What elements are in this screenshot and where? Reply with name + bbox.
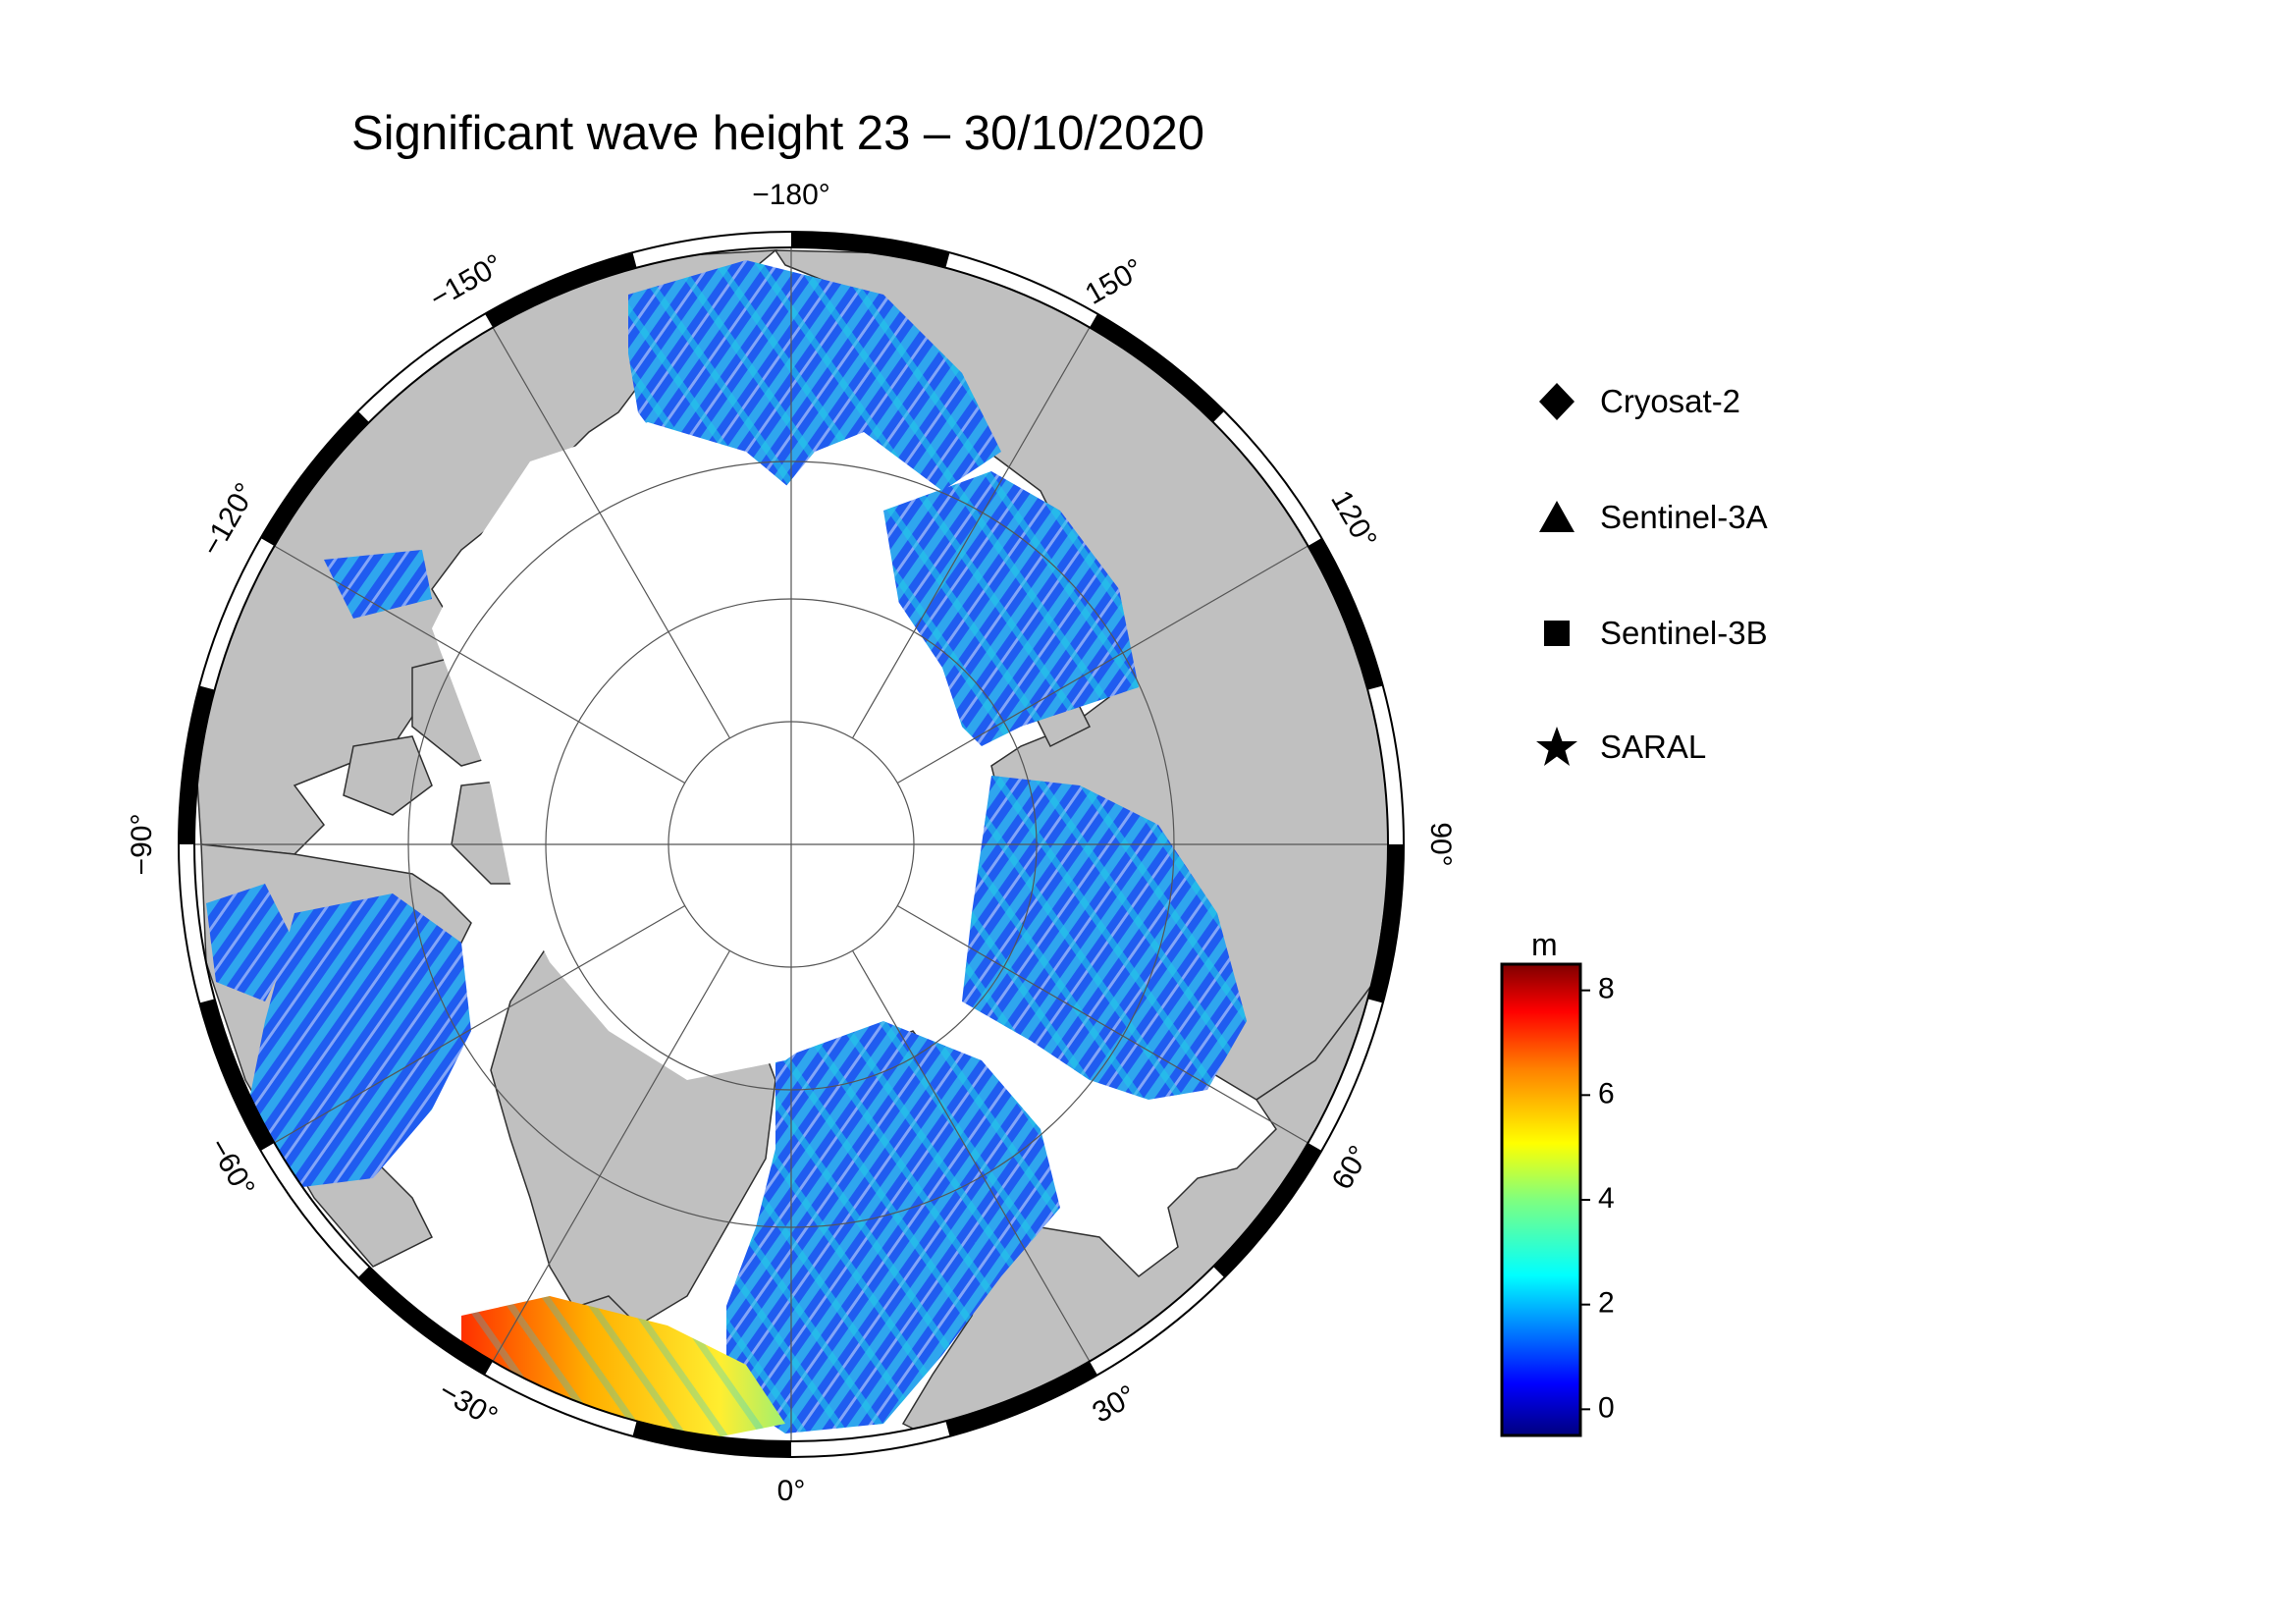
colorbar-tick-label: 0: [1598, 1391, 1615, 1424]
triangle-icon: [1539, 501, 1575, 532]
frame-segment: [1367, 843, 1404, 1003]
longitude-label: −90°: [126, 814, 158, 876]
longitude-label: 30°: [1087, 1380, 1142, 1430]
map-frame: [179, 232, 1404, 1457]
colorbar-unit: m: [1531, 927, 1558, 962]
longitude-label: −60°: [202, 1133, 261, 1203]
meridian-line: [492, 949, 731, 1362]
frame-segment: [1089, 313, 1225, 423]
legend-label: Sentinel-3B: [1600, 615, 1768, 651]
star-icon: [1536, 727, 1577, 766]
longitude-label: 90°: [1424, 822, 1457, 866]
meridian-line: [274, 904, 686, 1144]
frame-segment: [1308, 538, 1383, 690]
longitude-label: 60°: [1326, 1140, 1376, 1195]
legend-label: Cryosat-2: [1600, 383, 1741, 419]
sea-ice-area: [432, 422, 982, 1080]
colorbar-tick-label: 4: [1598, 1182, 1615, 1215]
legend-item-sentinel-3a: Sentinel-3A: [1531, 493, 1768, 542]
colorbar-tick-label: 6: [1598, 1077, 1615, 1109]
meridian-line: [851, 949, 1091, 1362]
frame-segment: [1212, 1142, 1322, 1278]
longitude-label: 120°: [1324, 485, 1383, 554]
legend-item-saral: SARAL: [1531, 723, 1706, 772]
longitude-label: −30°: [433, 1375, 503, 1434]
frame-segment: [945, 1361, 1097, 1436]
colorbar-tick-label: 8: [1598, 973, 1615, 1005]
longitude-label: 0°: [777, 1475, 806, 1507]
meridian-line: [896, 904, 1308, 1144]
square-icon: [1544, 621, 1570, 646]
colorbar-scale: 0 2 4 6 8: [1500, 962, 1615, 1437]
legend-item-cryosat-2: Cryosat-2: [1531, 377, 1740, 426]
frame-segment: [632, 1421, 792, 1457]
frame-segment: [485, 252, 637, 328]
page-title: Significant wave height 23 – 30/10/2020: [351, 107, 1205, 160]
legend-label: Sentinel-3A: [1600, 499, 1768, 535]
meridian-line: [896, 545, 1308, 784]
longitude-label: −150°: [425, 248, 508, 315]
longitude-label: −180°: [752, 179, 830, 211]
frame-segment: [179, 685, 215, 845]
meridian-line: [492, 327, 731, 739]
colorbar-tick-label: 2: [1598, 1287, 1615, 1320]
legend-label: SARAL: [1600, 729, 1707, 765]
frame-segment: [357, 1266, 494, 1376]
frame-segment: [790, 232, 950, 268]
longitude-label: −120°: [195, 478, 262, 562]
longitude-label: 150°: [1080, 252, 1148, 311]
frame-segment: [199, 999, 275, 1151]
frame-segment: [260, 410, 370, 547]
legend-item-sentinel-3b: Sentinel-3B: [1531, 609, 1768, 658]
diamond-icon: [1539, 383, 1575, 420]
meridian-line: [851, 327, 1091, 739]
graticule: [194, 247, 1388, 1441]
meridian-line: [274, 545, 686, 784]
